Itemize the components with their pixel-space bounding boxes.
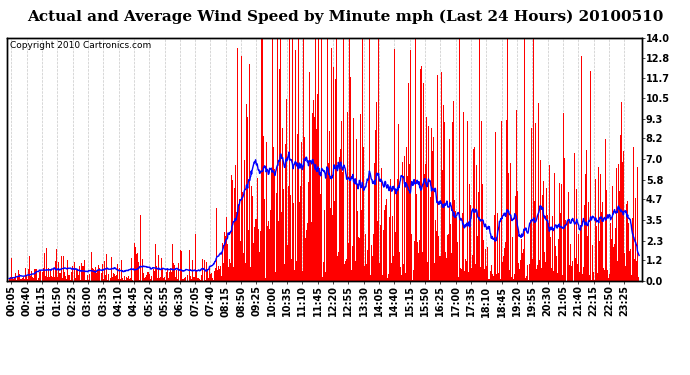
Text: Actual and Average Wind Speed by Minute mph (Last 24 Hours) 20100510: Actual and Average Wind Speed by Minute … — [27, 9, 663, 24]
Text: Copyright 2010 Cartronics.com: Copyright 2010 Cartronics.com — [10, 41, 151, 50]
